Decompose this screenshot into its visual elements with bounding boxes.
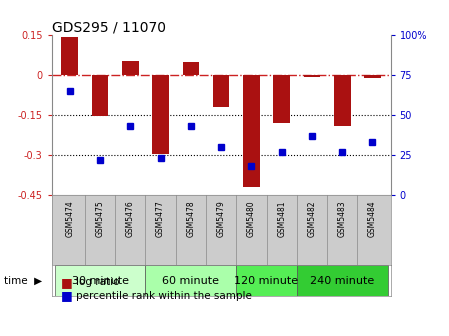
Bar [304, 75, 320, 77]
Text: GSM5481: GSM5481 [277, 201, 286, 237]
Bar [273, 75, 290, 123]
Text: GSM5478: GSM5478 [186, 201, 195, 237]
Text: 120 minute: 120 minute [234, 276, 299, 286]
Text: 240 minute: 240 minute [310, 276, 374, 286]
Bar [364, 75, 381, 78]
Bar [152, 75, 169, 154]
Text: GSM5483: GSM5483 [338, 201, 347, 237]
Bar [334, 75, 351, 126]
Text: 30 minute: 30 minute [71, 276, 128, 286]
Bar [243, 75, 260, 187]
Text: GSM5476: GSM5476 [126, 201, 135, 237]
Text: log ratio: log ratio [76, 277, 120, 287]
Bar [122, 60, 139, 75]
Text: ■: ■ [61, 289, 72, 302]
Text: GDS295 / 11070: GDS295 / 11070 [52, 20, 166, 34]
Text: 60 minute: 60 minute [163, 276, 220, 286]
Text: time  ▶: time ▶ [4, 276, 43, 286]
Bar [213, 75, 229, 107]
Text: GSM5477: GSM5477 [156, 201, 165, 237]
Text: GSM5474: GSM5474 [65, 201, 74, 237]
Text: percentile rank within the sample: percentile rank within the sample [76, 291, 252, 301]
Bar [236, 265, 297, 296]
Bar [62, 37, 78, 75]
Text: GSM5480: GSM5480 [247, 201, 256, 237]
Text: GSM5484: GSM5484 [368, 201, 377, 237]
Text: GSM5475: GSM5475 [96, 201, 105, 237]
Text: GSM5482: GSM5482 [308, 201, 317, 237]
Bar [145, 265, 236, 296]
Text: GSM5479: GSM5479 [216, 201, 226, 237]
Text: ■: ■ [61, 276, 72, 289]
Bar [55, 265, 145, 296]
Bar [92, 75, 108, 116]
Bar [183, 62, 199, 75]
Bar [297, 265, 387, 296]
